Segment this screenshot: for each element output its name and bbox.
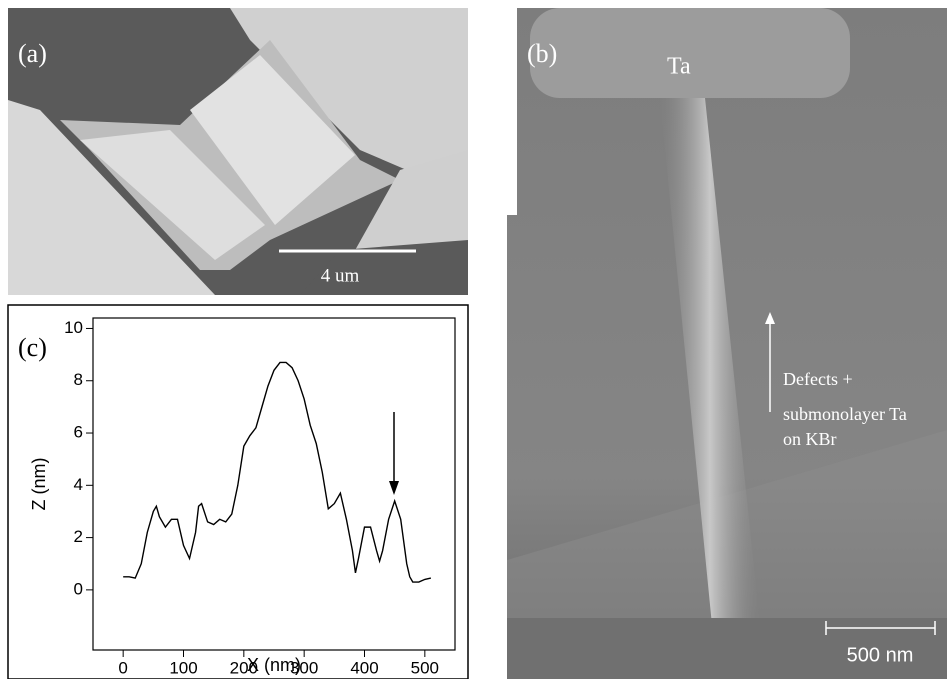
panel-label: (a) xyxy=(18,39,47,68)
y-tick-label: 2 xyxy=(74,527,83,546)
figure: (a) 4 um (b) Ta Defects + submonolayer T… xyxy=(0,0,947,679)
scale-label: 4 um xyxy=(321,265,360,286)
panel-label: (b) xyxy=(527,39,557,68)
scale-label: 500 nm xyxy=(847,644,914,666)
annotation: Defects + xyxy=(783,369,853,389)
y-tick-label: 4 xyxy=(74,475,83,494)
x-tick-label: 200 xyxy=(230,658,258,677)
x-tick-label: 300 xyxy=(290,658,318,677)
panel-b: (b) Ta Defects + submonolayer Ta on KBr … xyxy=(507,8,947,679)
x-tick-label: 400 xyxy=(350,658,378,677)
y-tick-label: 6 xyxy=(74,423,83,442)
y-tick-label: 10 xyxy=(64,318,83,337)
y-axis-label: Z (nm) xyxy=(29,458,49,511)
annotation: submonolayer Ta xyxy=(783,404,907,424)
x-tick-label: 500 xyxy=(411,658,439,677)
panel-label: (c) xyxy=(18,333,47,362)
panel-a: (a) 4 um xyxy=(8,8,468,295)
pad-label: Ta xyxy=(667,54,691,80)
x-tick-label: 100 xyxy=(169,658,197,677)
y-tick-label: 0 xyxy=(74,579,83,598)
annotation: on KBr xyxy=(783,429,837,449)
x-tick-label: 0 xyxy=(118,658,127,677)
y-tick-label: 8 xyxy=(74,370,83,389)
